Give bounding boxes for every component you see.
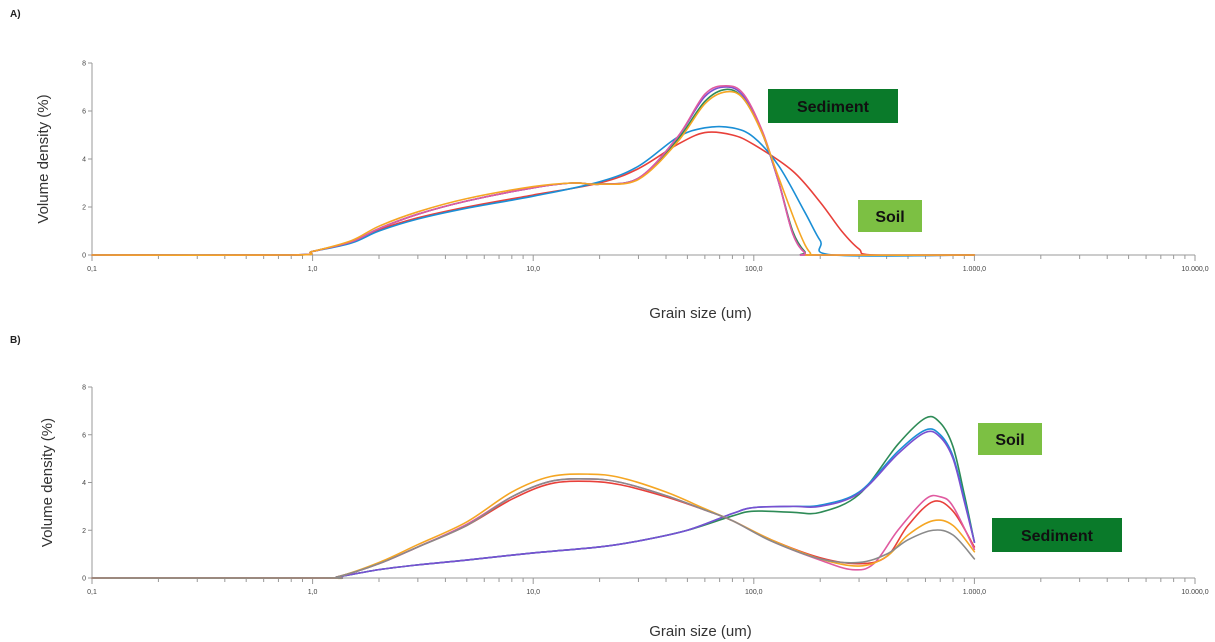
annotation-badge-label: Sediment (1021, 528, 1094, 545)
x-tick-label: 1,0 (308, 589, 318, 596)
y-tick-label: 0 (82, 576, 86, 583)
series-line (91, 477, 976, 580)
series-line (91, 84, 976, 257)
y-tick-label: 4 (82, 480, 86, 487)
x-tick-label: 1.000,0 (963, 589, 986, 596)
x-axis-title: Grain size (um) (649, 305, 752, 322)
x-tick-label: 0,1 (87, 266, 97, 273)
annotation-badge-bg (978, 423, 1042, 455)
annotation-badge-sediment: Sediment (768, 89, 898, 123)
y-tick-label: 6 (82, 432, 86, 439)
annotation-badge-soil: Soil (858, 200, 922, 232)
x-tick-label: 100,0 (745, 266, 763, 273)
panel-label: A) (10, 9, 21, 20)
series-line (91, 415, 976, 579)
y-axis-title: Volume density (%) (35, 94, 52, 223)
annotation-badge-soil: Soil (978, 423, 1042, 455)
series-line (91, 125, 976, 257)
y-tick-label: 6 (82, 109, 86, 116)
annotation-badge-label: Soil (995, 432, 1024, 449)
panel-label: B) (10, 335, 21, 346)
x-tick-label: 1,0 (308, 266, 318, 273)
x-tick-label: 10.000,0 (1181, 266, 1208, 273)
chart-panel-a: A) 0,1 1,0 10,0 100,0 1.000,0 10.000,0 0 2 4 6 8 Vol… (10, 9, 1209, 322)
series-line (91, 477, 976, 580)
y-tick-label: 2 (82, 205, 86, 212)
series-line (91, 430, 976, 579)
series-line (91, 428, 976, 579)
x-axis-title: Grain size (um) (649, 623, 752, 640)
y-tick-label: 8 (82, 61, 86, 68)
x-tick-label: 1.000,0 (963, 266, 986, 273)
y-tick-label: 8 (82, 385, 86, 392)
x-tick-label: 10.000,0 (1181, 589, 1208, 596)
chart-panel-b: B) 0,1 1,0 10,0 100,0 1.000,0 10.000,0 0 2 4 6 8 Vol… (10, 335, 1209, 640)
x-tick-label: 10,0 (526, 266, 540, 273)
x-tick-label: 0,1 (87, 589, 97, 596)
x-tick-label: 10,0 (526, 589, 540, 596)
series-line (91, 131, 976, 257)
annotation-badge-sediment: Sediment (992, 518, 1122, 552)
y-tick-label: 2 (82, 528, 86, 535)
annotation-badge-bg (858, 200, 922, 232)
annotation-badge-bg (992, 518, 1122, 552)
y-tick-label: 4 (82, 157, 86, 164)
annotation-badge-label: Soil (875, 209, 904, 226)
y-tick-label: 0 (82, 253, 86, 260)
y-axis-title: Volume density (%) (39, 418, 56, 547)
x-tick-label: 100,0 (745, 589, 763, 596)
annotation-badge-bg (768, 89, 898, 123)
annotation-badge-label: Sediment (797, 99, 870, 116)
series-line (91, 90, 976, 257)
